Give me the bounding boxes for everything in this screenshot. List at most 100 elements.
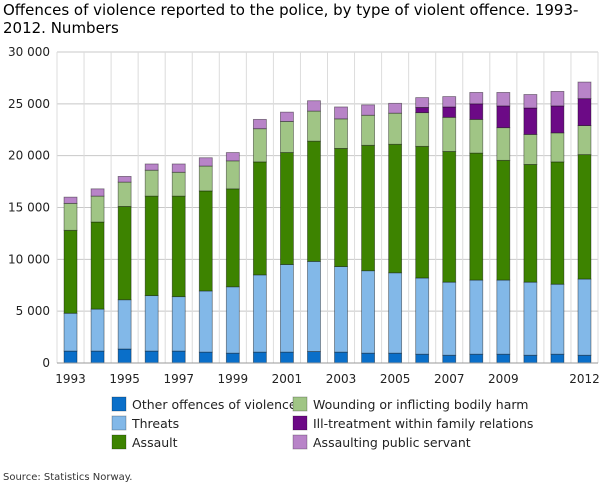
bar-segment bbox=[307, 140, 321, 262]
legend-swatch bbox=[292, 434, 308, 450]
bar-segment bbox=[280, 264, 294, 353]
bar-segment bbox=[307, 261, 321, 352]
bar-segment bbox=[577, 154, 592, 280]
bar-segment bbox=[496, 127, 511, 161]
bar-segment bbox=[63, 312, 78, 352]
chart-title: Offences of violence reported to the pol… bbox=[3, 1, 579, 37]
bar-segment bbox=[388, 102, 403, 114]
y-tick-label: 20 000 bbox=[8, 149, 50, 163]
bar-segment bbox=[90, 221, 105, 310]
bar-segment bbox=[280, 351, 294, 364]
bar-segment bbox=[144, 163, 159, 171]
bar-segment bbox=[252, 351, 267, 364]
bar-segment bbox=[198, 157, 213, 167]
bar-group-1998 bbox=[198, 157, 213, 364]
bar-segment bbox=[550, 105, 565, 134]
legend-item: Other offences of violence bbox=[111, 396, 297, 412]
bar-segment bbox=[171, 195, 186, 298]
bar-segment bbox=[496, 159, 511, 281]
bar-segment bbox=[198, 290, 213, 353]
bar-segment bbox=[496, 105, 511, 129]
legend-item: Assault bbox=[111, 434, 178, 450]
bar-segment bbox=[442, 106, 457, 118]
bar-segment bbox=[225, 286, 240, 354]
bar-group-1995 bbox=[117, 175, 132, 364]
legend-item: Assaulting public servant bbox=[292, 434, 471, 450]
bar-segment bbox=[388, 272, 403, 354]
bar-group-2009 bbox=[496, 92, 511, 364]
x-tick-label: 2012 bbox=[569, 372, 600, 386]
y-tick-label: 10 000 bbox=[8, 252, 50, 266]
legend-label: Threats bbox=[131, 416, 179, 431]
bar-segment bbox=[550, 161, 565, 285]
bar-segment bbox=[577, 354, 592, 364]
bar-segment bbox=[252, 128, 267, 163]
y-tick-label: 25 000 bbox=[8, 97, 50, 111]
bar-segment bbox=[280, 121, 294, 153]
bar-group-2003 bbox=[334, 106, 348, 364]
bar-group-1999 bbox=[225, 152, 240, 364]
bar-segment bbox=[90, 195, 105, 223]
bar-segment bbox=[577, 98, 592, 127]
bar-segment bbox=[144, 350, 159, 364]
bar-segment bbox=[523, 164, 538, 283]
x-tick-label: 1999 bbox=[218, 372, 249, 386]
bar-segment bbox=[523, 107, 538, 135]
bar-segment bbox=[496, 279, 511, 355]
bar-segment bbox=[225, 160, 240, 190]
bar-segment bbox=[63, 229, 78, 314]
bar-segment bbox=[361, 144, 375, 272]
x-tick-label: 2005 bbox=[380, 372, 411, 386]
bar-segment bbox=[307, 110, 321, 142]
bar-segment bbox=[171, 296, 186, 352]
legend-item: Wounding or inflicting bodily harm bbox=[292, 396, 528, 412]
bar-segment bbox=[442, 151, 457, 283]
legend-label: Other offences of violence bbox=[132, 397, 297, 412]
bar-group-1994 bbox=[90, 188, 105, 364]
bar-segment bbox=[252, 118, 267, 130]
bar-segment bbox=[225, 188, 240, 288]
bar-segment bbox=[63, 196, 78, 204]
bar-segment bbox=[442, 116, 457, 152]
bar-segment bbox=[252, 274, 267, 353]
bar-segment bbox=[469, 118, 484, 154]
bar-segment bbox=[334, 118, 348, 149]
bar-segment bbox=[577, 81, 592, 100]
bar-segment bbox=[63, 350, 78, 364]
y-tick-label: 0 bbox=[42, 356, 50, 370]
bar-segment bbox=[63, 202, 78, 231]
bar-group-2006 bbox=[415, 97, 430, 364]
bar-segment bbox=[117, 299, 132, 350]
bar-segment bbox=[117, 175, 132, 183]
bar-group-2012 bbox=[577, 81, 592, 364]
legend-item: Threats bbox=[111, 415, 179, 431]
bar-segment bbox=[171, 171, 186, 197]
bar-segment bbox=[469, 353, 484, 364]
bar-segment bbox=[415, 112, 430, 147]
x-tick-label: 2003 bbox=[326, 372, 357, 386]
legend-swatch bbox=[111, 396, 127, 412]
bar-segment bbox=[225, 152, 240, 162]
x-tick-label: 1997 bbox=[163, 372, 194, 386]
legend-swatch bbox=[111, 415, 127, 431]
bar-segment bbox=[415, 107, 430, 114]
bar-group-2000 bbox=[252, 118, 267, 364]
bar-segment bbox=[550, 90, 565, 107]
bar-segment bbox=[307, 351, 321, 364]
bar-segment bbox=[550, 353, 565, 364]
bar-segment bbox=[280, 111, 294, 122]
bar-segment bbox=[388, 143, 403, 274]
bar-segment bbox=[388, 112, 403, 145]
bar-segment bbox=[361, 104, 375, 116]
bar-segment bbox=[415, 97, 430, 108]
bar-segment bbox=[523, 134, 538, 165]
y-tick-label: 15 000 bbox=[8, 201, 50, 215]
bar-segment bbox=[198, 351, 213, 364]
bar-segment bbox=[496, 92, 511, 107]
bar-segment bbox=[171, 350, 186, 364]
bar-segment bbox=[117, 206, 132, 301]
bar-segment bbox=[442, 96, 457, 108]
bar-segment bbox=[90, 188, 105, 197]
bar-segment bbox=[388, 352, 403, 364]
legend-swatch bbox=[292, 415, 308, 431]
